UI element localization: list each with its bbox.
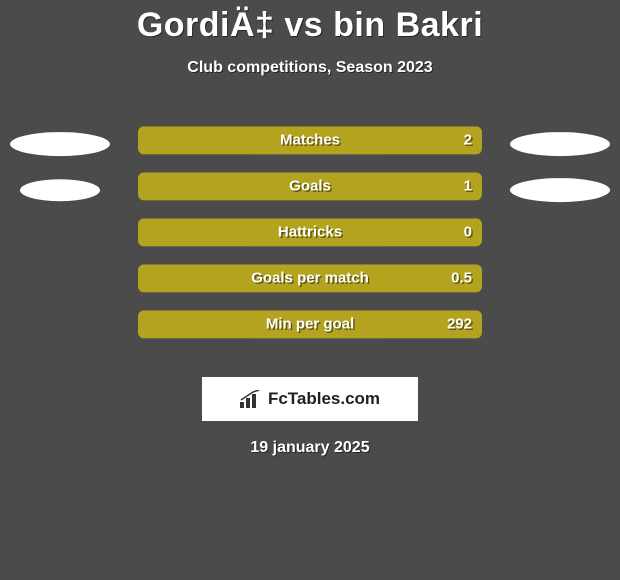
- stat-label: Goals per match: [138, 264, 482, 292]
- stat-label: Matches: [138, 126, 482, 154]
- stat-track: Matches 2: [138, 126, 482, 154]
- stat-value: 1: [464, 172, 472, 200]
- left-value-ellipse: [10, 132, 110, 156]
- left-value-ellipse: [20, 179, 100, 201]
- stat-track: Goals per match 0.5: [138, 264, 482, 292]
- stat-label: Min per goal: [138, 310, 482, 338]
- brand-text: FcTables.com: [268, 389, 380, 409]
- stat-track: Hattricks 0: [138, 218, 482, 246]
- date-label: 19 january 2025: [0, 439, 620, 457]
- stat-value: 0: [464, 218, 472, 246]
- stat-label: Hattricks: [138, 218, 482, 246]
- page-root: GordiÄ‡ vs bin Bakri Club competitions, …: [0, 0, 620, 580]
- stat-track: Goals 1: [138, 172, 482, 200]
- bar-chart-icon: [240, 390, 262, 408]
- stat-value: 2: [464, 126, 472, 154]
- stat-row-min-per-goal: Min per goal 292: [0, 307, 620, 353]
- stat-value: 0.5: [451, 264, 472, 292]
- stat-row-goals-per-match: Goals per match 0.5: [0, 261, 620, 307]
- stat-track: Min per goal 292: [138, 310, 482, 338]
- page-subtitle: Club competitions, Season 2023: [0, 59, 620, 77]
- stat-row-matches: Matches 2: [0, 123, 620, 169]
- stats-container: Matches 2 Goals 1 Hattricks 0: [0, 123, 620, 353]
- right-value-ellipse: [510, 178, 610, 202]
- stat-row-goals: Goals 1: [0, 169, 620, 215]
- brand-badge: FcTables.com: [202, 377, 418, 421]
- stat-row-hattricks: Hattricks 0: [0, 215, 620, 261]
- stat-label: Goals: [138, 172, 482, 200]
- stat-value: 292: [447, 310, 472, 338]
- page-title: GordiÄ‡ vs bin Bakri: [0, 0, 620, 45]
- right-value-ellipse: [510, 132, 610, 156]
